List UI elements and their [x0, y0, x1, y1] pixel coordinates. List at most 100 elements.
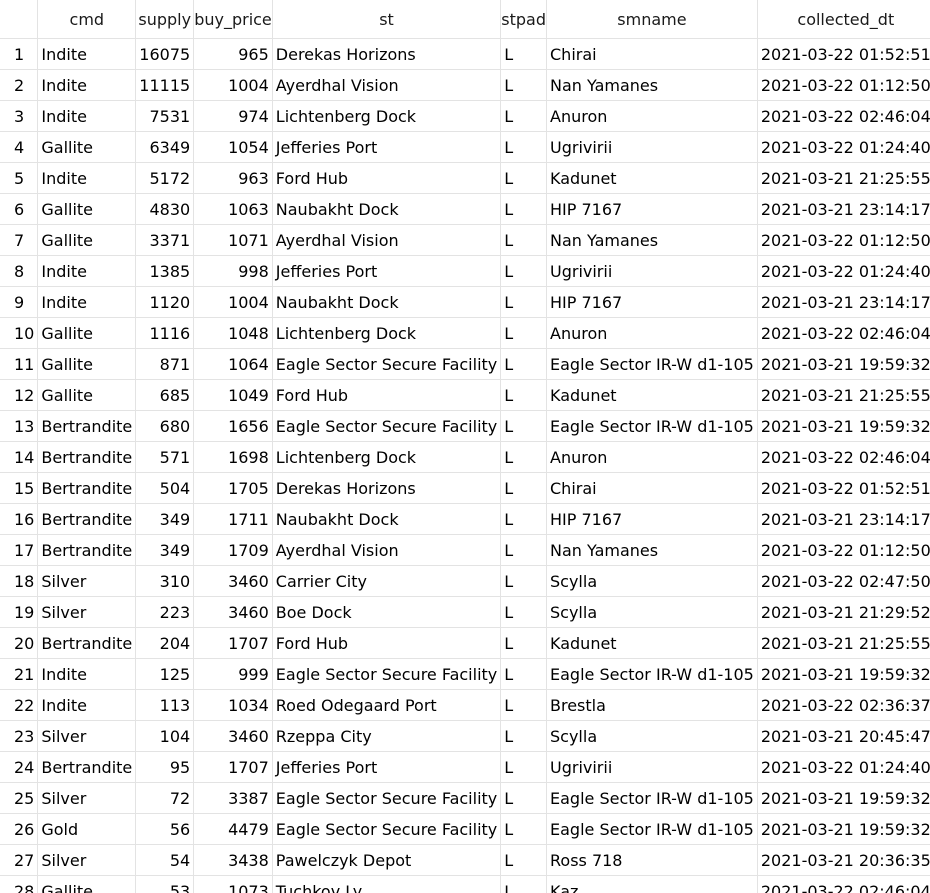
row-number[interactable]: 15: [0, 472, 39, 504]
cell-buy-price[interactable]: 1656: [193, 410, 273, 442]
column-header-smname[interactable]: smname: [546, 0, 758, 39]
cell-st[interactable]: Carrier City: [272, 565, 502, 597]
row-number[interactable]: 24: [0, 751, 39, 783]
cell-supply[interactable]: 72: [135, 782, 195, 814]
cell-smname[interactable]: HIP 7167: [546, 503, 758, 535]
cell-supply[interactable]: 4830: [135, 193, 195, 225]
cell-stpad[interactable]: L: [500, 782, 547, 814]
cell-buy-price[interactable]: 1698: [193, 441, 273, 473]
cell-st[interactable]: Roed Odegaard Port: [272, 689, 502, 721]
cell-buy-price[interactable]: 3387: [193, 782, 273, 814]
cell-st[interactable]: Eagle Sector Secure Facility: [272, 813, 502, 845]
cell-buy-price[interactable]: 1049: [193, 379, 273, 411]
row-number[interactable]: 26: [0, 813, 39, 845]
cell-smname[interactable]: Nan Yamanes: [546, 534, 758, 566]
column-header-buy-price[interactable]: buy_price: [193, 0, 273, 39]
cell-buy-price[interactable]: 4479: [193, 813, 273, 845]
cell-supply[interactable]: 504: [135, 472, 195, 504]
table-row[interactable]: 3 Indite 7531 974 Lichtenberg Dock L Anuron 202…: [0, 100, 930, 132]
cell-smname[interactable]: Nan Yamanes: [546, 224, 758, 256]
cell-collected-dt[interactable]: 2021-03-21 23:14:17: [757, 193, 930, 225]
cell-buy-price[interactable]: 1707: [193, 751, 273, 783]
table-row[interactable]: 13 Bertrandite 680 1656 Eagle Sector Secure …: [0, 410, 930, 442]
cell-cmd[interactable]: Indite: [37, 689, 137, 721]
cell-collected-dt[interactable]: 2021-03-21 19:59:32: [757, 348, 930, 380]
cell-supply[interactable]: 1116: [135, 317, 195, 349]
row-number[interactable]: 4: [0, 131, 39, 163]
cell-cmd[interactable]: Gallite: [37, 875, 137, 893]
cell-cmd[interactable]: Indite: [37, 100, 137, 132]
cell-smname[interactable]: Eagle Sector IR-W d1-105: [546, 658, 758, 690]
cell-stpad[interactable]: L: [500, 596, 547, 628]
cell-supply[interactable]: 1120: [135, 286, 195, 318]
cell-collected-dt[interactable]: 2021-03-22 02:46:04: [757, 441, 930, 473]
cell-stpad[interactable]: L: [500, 38, 547, 70]
cell-stpad[interactable]: L: [500, 472, 547, 504]
table-row[interactable]: 10 Gallite 1116 1048 Lichtenberg Dock L Anuron…: [0, 317, 930, 349]
column-header-cmd[interactable]: cmd: [37, 0, 137, 39]
cell-stpad[interactable]: L: [500, 224, 547, 256]
cell-stpad[interactable]: L: [500, 689, 547, 721]
cell-st[interactable]: Lichtenberg Dock: [272, 441, 502, 473]
table-row[interactable]: 24 Bertrandite 95 1707 Jefferies Port L Ugrivi…: [0, 751, 930, 783]
cell-cmd[interactable]: Gallite: [37, 224, 137, 256]
cell-stpad[interactable]: L: [500, 720, 547, 752]
cell-supply[interactable]: 11115: [135, 69, 195, 101]
row-number[interactable]: 7: [0, 224, 39, 256]
cell-buy-price[interactable]: 3460: [193, 565, 273, 597]
cell-smname[interactable]: Anuron: [546, 441, 758, 473]
cell-supply[interactable]: 310: [135, 565, 195, 597]
cell-supply[interactable]: 125: [135, 658, 195, 690]
cell-cmd[interactable]: Gallite: [37, 317, 137, 349]
cell-supply[interactable]: 3371: [135, 224, 195, 256]
cell-collected-dt[interactable]: 2021-03-22 01:24:40: [757, 255, 930, 287]
cell-smname[interactable]: Kaz: [546, 875, 758, 893]
cell-collected-dt[interactable]: 2021-03-21 19:59:32: [757, 782, 930, 814]
table-row[interactable]: 6 Gallite 4830 1063 Naubakht Dock L HIP 7167 20…: [0, 193, 930, 225]
cell-collected-dt[interactable]: 2021-03-22 02:46:04: [757, 875, 930, 893]
cell-smname[interactable]: HIP 7167: [546, 286, 758, 318]
cell-supply[interactable]: 871: [135, 348, 195, 380]
cell-cmd[interactable]: Gold: [37, 813, 137, 845]
cell-smname[interactable]: Eagle Sector IR-W d1-105: [546, 410, 758, 442]
cell-stpad[interactable]: L: [500, 69, 547, 101]
table-row[interactable]: 15 Bertrandite 504 1705 Derekas Horizons L Chi…: [0, 472, 930, 504]
cell-cmd[interactable]: Silver: [37, 596, 137, 628]
table-row[interactable]: 27 Silver 54 3438 Pawelczyk Depot L Ross 718 20…: [0, 844, 930, 876]
row-number[interactable]: 21: [0, 658, 39, 690]
cell-stpad[interactable]: L: [500, 100, 547, 132]
cell-buy-price[interactable]: 1709: [193, 534, 273, 566]
cell-st[interactable]: Lichtenberg Dock: [272, 100, 502, 132]
cell-st[interactable]: Lichtenberg Dock: [272, 317, 502, 349]
cell-smname[interactable]: Scylla: [546, 720, 758, 752]
cell-st[interactable]: Ayerdhal Vision: [272, 224, 502, 256]
cell-st[interactable]: Eagle Sector Secure Facility: [272, 348, 502, 380]
cell-buy-price[interactable]: 1071: [193, 224, 273, 256]
row-number[interactable]: 13: [0, 410, 39, 442]
table-row[interactable]: 23 Silver 104 3460 Rzeppa City L Scylla 2021-03…: [0, 720, 930, 752]
cell-stpad[interactable]: L: [500, 286, 547, 318]
cell-stpad[interactable]: L: [500, 131, 547, 163]
cell-collected-dt[interactable]: 2021-03-22 01:24:40: [757, 131, 930, 163]
cell-st[interactable]: Ayerdhal Vision: [272, 534, 502, 566]
table-row[interactable]: 11 Gallite 871 1064 Eagle Sector Secure Faci…: [0, 348, 930, 380]
cell-collected-dt[interactable]: 2021-03-22 02:46:04: [757, 100, 930, 132]
column-header-supply[interactable]: supply: [135, 0, 195, 39]
cell-smname[interactable]: Nan Yamanes: [546, 69, 758, 101]
cell-cmd[interactable]: Silver: [37, 782, 137, 814]
cell-cmd[interactable]: Bertrandite: [37, 441, 137, 473]
cell-collected-dt[interactable]: 2021-03-22 01:12:50: [757, 534, 930, 566]
cell-smname[interactable]: Scylla: [546, 596, 758, 628]
cell-cmd[interactable]: Bertrandite: [37, 503, 137, 535]
cell-buy-price[interactable]: 1054: [193, 131, 273, 163]
cell-cmd[interactable]: Gallite: [37, 379, 137, 411]
cell-buy-price[interactable]: 974: [193, 100, 273, 132]
table-row[interactable]: 21 Indite 125 999 Eagle Sector Secure Facili…: [0, 658, 930, 690]
cell-st[interactable]: Jefferies Port: [272, 131, 502, 163]
cell-supply[interactable]: 1385: [135, 255, 195, 287]
cell-smname[interactable]: Ross 718: [546, 844, 758, 876]
row-number[interactable]: 17: [0, 534, 39, 566]
table-row[interactable]: 14 Bertrandite 571 1698 Lichtenberg Dock L Anu…: [0, 441, 930, 473]
cell-collected-dt[interactable]: 2021-03-21 20:36:35: [757, 844, 930, 876]
